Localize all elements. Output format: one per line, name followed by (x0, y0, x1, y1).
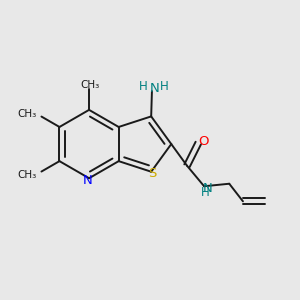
Text: O: O (198, 135, 209, 148)
Text: N: N (83, 174, 92, 187)
Text: H: H (201, 186, 210, 199)
Text: CH₃: CH₃ (80, 80, 99, 90)
Text: N: N (150, 82, 160, 95)
Text: CH₃: CH₃ (18, 169, 37, 179)
Text: S: S (148, 167, 157, 180)
Text: N: N (203, 182, 213, 194)
Text: H: H (159, 80, 168, 93)
Text: CH₃: CH₃ (18, 109, 37, 118)
Text: H: H (139, 80, 148, 93)
